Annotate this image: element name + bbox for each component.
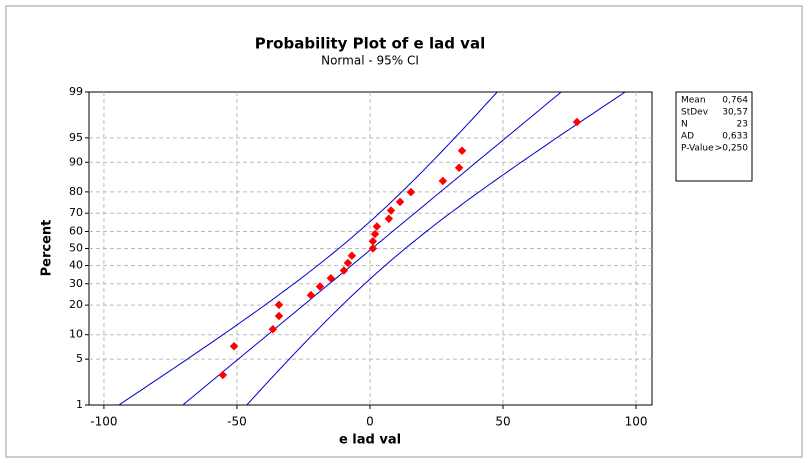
x-tick-label: -100 bbox=[90, 415, 117, 429]
point bbox=[347, 251, 357, 261]
stat-name: AD bbox=[681, 132, 694, 142]
y-tick-label: 60 bbox=[69, 224, 83, 237]
stat-value: 0,764 bbox=[722, 96, 748, 106]
point bbox=[229, 342, 239, 351]
point bbox=[386, 206, 396, 215]
x-tick-label: 0 bbox=[366, 415, 374, 429]
x-axis-label: e lad val bbox=[339, 433, 401, 448]
stats-group: Mean 0,764 StDev 30,57 N 23 AD 0,633 P-Value >0,2… bbox=[681, 96, 748, 154]
stat-value: 0,633 bbox=[722, 132, 748, 142]
point bbox=[268, 325, 278, 334]
chart-subtitle: Normal - 95% CI bbox=[321, 54, 419, 68]
point bbox=[370, 229, 380, 239]
y-tick-label: 1 bbox=[76, 398, 83, 411]
point bbox=[406, 187, 416, 197]
chart-title: Probability Plot of e lad val bbox=[255, 35, 485, 53]
point bbox=[315, 282, 325, 291]
point bbox=[339, 266, 349, 275]
point bbox=[395, 197, 405, 207]
x-tick-label: 100 bbox=[625, 415, 648, 429]
point bbox=[274, 300, 284, 310]
point bbox=[368, 236, 378, 246]
ci-upper bbox=[246, 92, 626, 405]
x-tick-label: 50 bbox=[495, 415, 510, 429]
y-tick-label: 90 bbox=[69, 155, 83, 168]
y-tick-label: 70 bbox=[69, 206, 83, 219]
stats-box bbox=[675, 91, 753, 182]
stat-name: StDev bbox=[681, 108, 709, 118]
point bbox=[368, 244, 378, 253]
point bbox=[384, 214, 394, 223]
y-tick-label: 80 bbox=[69, 185, 83, 198]
point bbox=[274, 311, 284, 321]
y-tick-label: 20 bbox=[69, 298, 83, 311]
y-tick-label: 50 bbox=[69, 242, 83, 255]
stat-name: P-Value bbox=[681, 144, 714, 154]
point bbox=[457, 146, 467, 155]
y-axis-label: Percent bbox=[40, 220, 55, 277]
point bbox=[218, 370, 228, 380]
point bbox=[326, 274, 336, 283]
ci-lower bbox=[118, 92, 498, 405]
y-tick-label: 10 bbox=[69, 328, 83, 341]
y-tick-label: 99 bbox=[69, 85, 83, 98]
stat-name: N bbox=[681, 120, 688, 130]
point bbox=[372, 222, 382, 231]
y-tick-label: 5 bbox=[76, 352, 83, 365]
stat-value: >0,250 bbox=[715, 144, 749, 154]
y-tick-label: 30 bbox=[69, 277, 83, 290]
point bbox=[343, 258, 353, 268]
x-tick-label: -50 bbox=[227, 415, 247, 429]
y-tick-label: 95 bbox=[69, 131, 83, 144]
point bbox=[454, 163, 464, 172]
point bbox=[438, 176, 448, 186]
stat-value: 30,57 bbox=[722, 108, 748, 118]
stat-value: 23 bbox=[737, 120, 748, 130]
point bbox=[306, 290, 316, 300]
stat-name: Mean bbox=[681, 96, 706, 106]
y-tick-label: 40 bbox=[69, 259, 83, 272]
